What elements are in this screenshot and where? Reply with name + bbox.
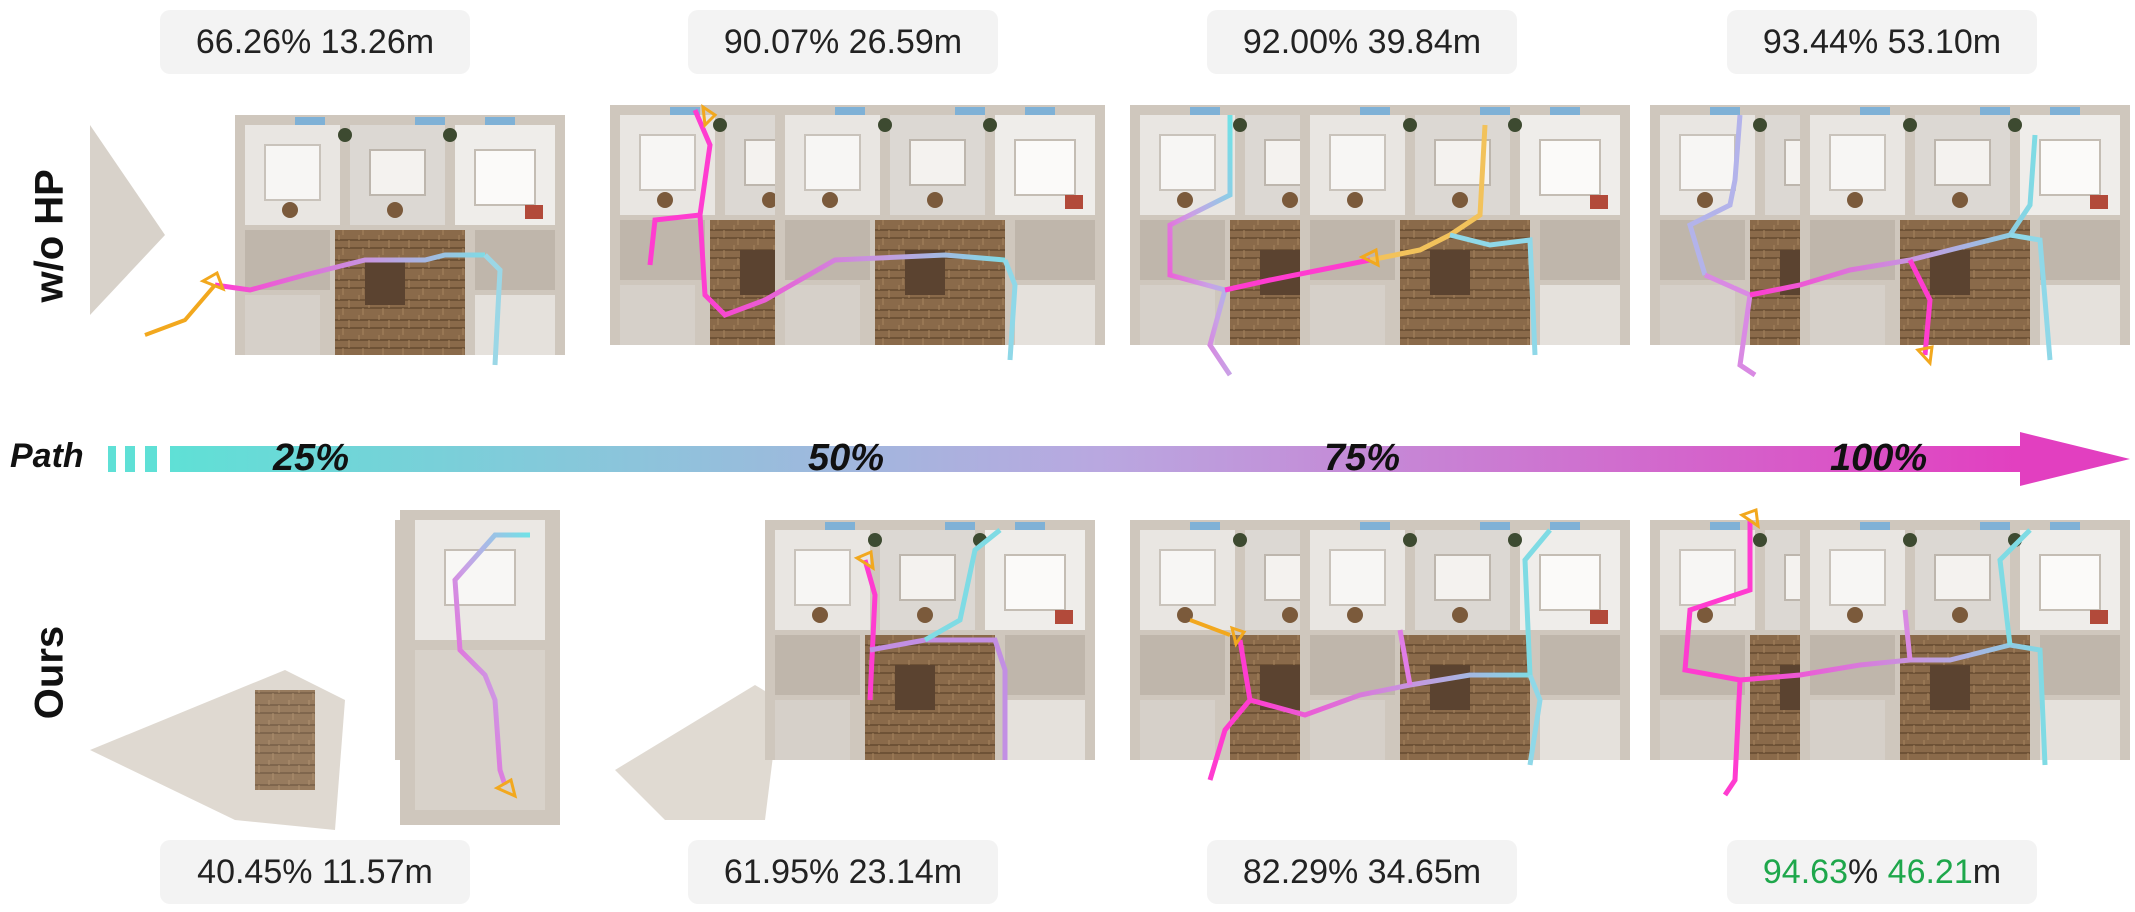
bottom-stat-2: 61.95% 23.14 m: [688, 840, 998, 904]
tick-50: 50%: [808, 437, 885, 479]
path-label: Path: [10, 437, 84, 475]
tick-75: 75%: [1324, 437, 1401, 479]
top-stat-2: 90.07% 26.59 m: [688, 10, 998, 74]
row-label-top: w/o HP: [27, 169, 72, 303]
bottom-stat-4-best: 94.63% 46.21 m: [1727, 840, 2037, 904]
top-map-3: [1130, 85, 1640, 425]
top-stat-1: 66.26% 13.26 m: [160, 10, 470, 74]
bottom-map-4: [1650, 500, 2130, 840]
bottom-map-3: [1130, 500, 1640, 840]
top-map-2: [605, 85, 1115, 425]
path-progress-bar: [108, 432, 2130, 486]
tick-25: 25%: [273, 437, 350, 479]
bottom-map-2: [605, 500, 1115, 840]
top-map-1: [85, 85, 565, 415]
tick-100: 100%: [1830, 437, 1928, 479]
top-map-4: [1650, 85, 2130, 425]
row-label-bottom: Ours: [27, 625, 72, 720]
bottom-stat-3: 82.29% 34.65 m: [1207, 840, 1517, 904]
top-stat-4: 93.44% 53.10 m: [1727, 10, 2037, 74]
top-stat-3: 92.00% 39.84 m: [1207, 10, 1517, 74]
bottom-stat-1: 40.45% 11.57 m: [160, 840, 470, 904]
bottom-map-1: [85, 500, 565, 830]
